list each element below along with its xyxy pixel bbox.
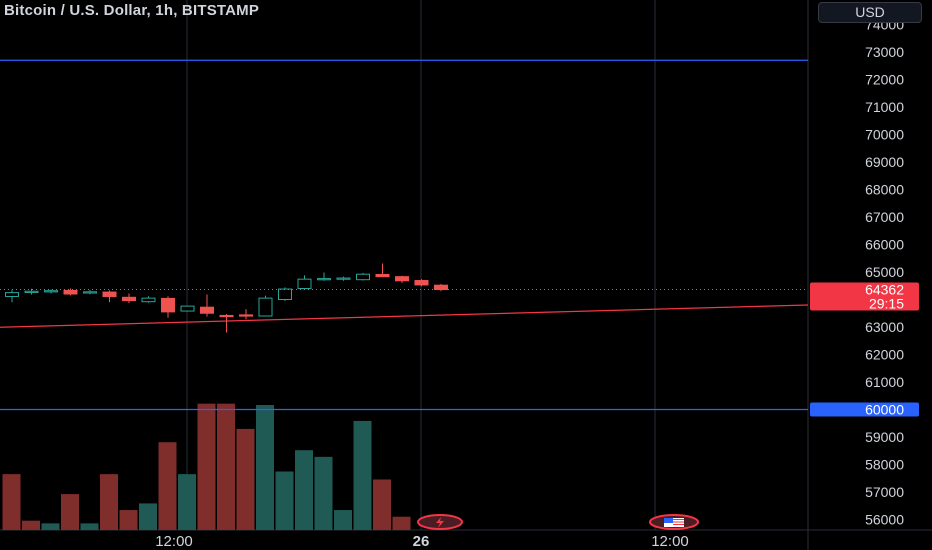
volume-bar bbox=[314, 456, 333, 530]
candle-body bbox=[63, 289, 78, 295]
price-tick-label: 65000 bbox=[865, 264, 904, 280]
price-tick-label: 57000 bbox=[865, 484, 904, 500]
volume-bar bbox=[139, 503, 157, 530]
volume-bar bbox=[100, 474, 118, 530]
trendline-segment[interactable] bbox=[0, 304, 809, 328]
candle-body bbox=[122, 296, 136, 302]
chart-title: Bitcoin / U.S. Dollar, 1h, BITSTAMP bbox=[4, 2, 260, 19]
event-markers bbox=[417, 514, 699, 530]
volume-bar bbox=[80, 523, 99, 530]
candle-body bbox=[5, 292, 19, 297]
time-tick-label: 26 bbox=[413, 533, 430, 550]
volume-bar bbox=[275, 471, 294, 530]
price-tick-label: 71000 bbox=[865, 99, 904, 115]
volume-bar bbox=[22, 520, 40, 530]
flag-canton bbox=[664, 518, 673, 523]
candle-body bbox=[44, 290, 58, 293]
candle-body bbox=[356, 273, 370, 281]
candle-body bbox=[141, 297, 156, 303]
candle-body bbox=[180, 305, 195, 312]
price-tick-label: 67000 bbox=[865, 209, 904, 225]
price-tick-label: 59000 bbox=[865, 429, 904, 445]
volume-bar bbox=[236, 428, 255, 530]
candlestick-series bbox=[5, 263, 448, 333]
price-tick-label: 56000 bbox=[865, 512, 904, 528]
price-tick-label: 63000 bbox=[865, 319, 904, 335]
candle-body bbox=[200, 306, 214, 314]
lightning-icon bbox=[417, 514, 463, 530]
candle-body bbox=[336, 277, 351, 280]
time-tick-label: 12:00 bbox=[651, 533, 689, 550]
price-tick-label: 69000 bbox=[865, 154, 904, 170]
candle-body bbox=[297, 278, 312, 289]
level-price-label: 60000 bbox=[865, 402, 904, 418]
price-tick-label: 72000 bbox=[865, 72, 904, 88]
volume-bar bbox=[2, 474, 21, 530]
horizontal-levels[interactable] bbox=[0, 59, 808, 411]
candle-body bbox=[83, 291, 97, 294]
candle-body bbox=[414, 280, 429, 286]
candle-body bbox=[434, 284, 448, 291]
volume-bar bbox=[41, 523, 60, 530]
candle-body bbox=[317, 278, 331, 281]
volume-bar bbox=[334, 510, 352, 530]
candle-body bbox=[375, 273, 390, 278]
volume-bar bbox=[392, 516, 411, 530]
volume-bar bbox=[295, 450, 313, 530]
candle-body bbox=[278, 288, 292, 300]
time-tick-label: 12:00 bbox=[155, 533, 193, 550]
volume-bar bbox=[119, 510, 138, 530]
volume-bars bbox=[2, 403, 411, 530]
price-tick-label: 73000 bbox=[865, 44, 904, 60]
candle-body bbox=[239, 314, 253, 317]
candle-body bbox=[24, 290, 39, 293]
last-price-badge bbox=[810, 282, 919, 311]
price-tick-label: 70000 bbox=[865, 127, 904, 143]
volume-bar bbox=[158, 442, 177, 530]
price-tick-label: 66000 bbox=[865, 237, 904, 253]
volume-bar bbox=[217, 403, 235, 530]
trendline[interactable] bbox=[0, 304, 809, 328]
price-tick-label: 62000 bbox=[865, 347, 904, 363]
volume-bar bbox=[353, 420, 372, 530]
time-axis[interactable]: 12:00 26 12:00 bbox=[155, 533, 689, 550]
price-tick-label: 61000 bbox=[865, 374, 904, 390]
volume-bar bbox=[61, 494, 79, 530]
price-tick-label: 68000 bbox=[865, 182, 904, 198]
price-axis[interactable]: 7400073000720007100070000690006800067000… bbox=[810, 17, 919, 528]
candle-body bbox=[102, 291, 117, 297]
candle-body bbox=[161, 297, 175, 313]
volume-bar bbox=[373, 479, 391, 530]
currency-button[interactable]: USD bbox=[818, 2, 922, 23]
volume-bar bbox=[197, 403, 216, 530]
us-flag-icon bbox=[649, 514, 699, 530]
candle-body bbox=[219, 314, 234, 318]
candle-body bbox=[395, 276, 409, 282]
last-price-label: 64362 bbox=[865, 282, 904, 298]
volume-bar bbox=[178, 474, 196, 530]
lightning-glyph bbox=[436, 517, 444, 528]
price-tick-label: 58000 bbox=[865, 457, 904, 473]
countdown-label: 29:15 bbox=[869, 296, 904, 312]
candle-body bbox=[258, 297, 273, 317]
level-price-badge[interactable] bbox=[810, 402, 919, 417]
volume-bar bbox=[256, 404, 274, 530]
